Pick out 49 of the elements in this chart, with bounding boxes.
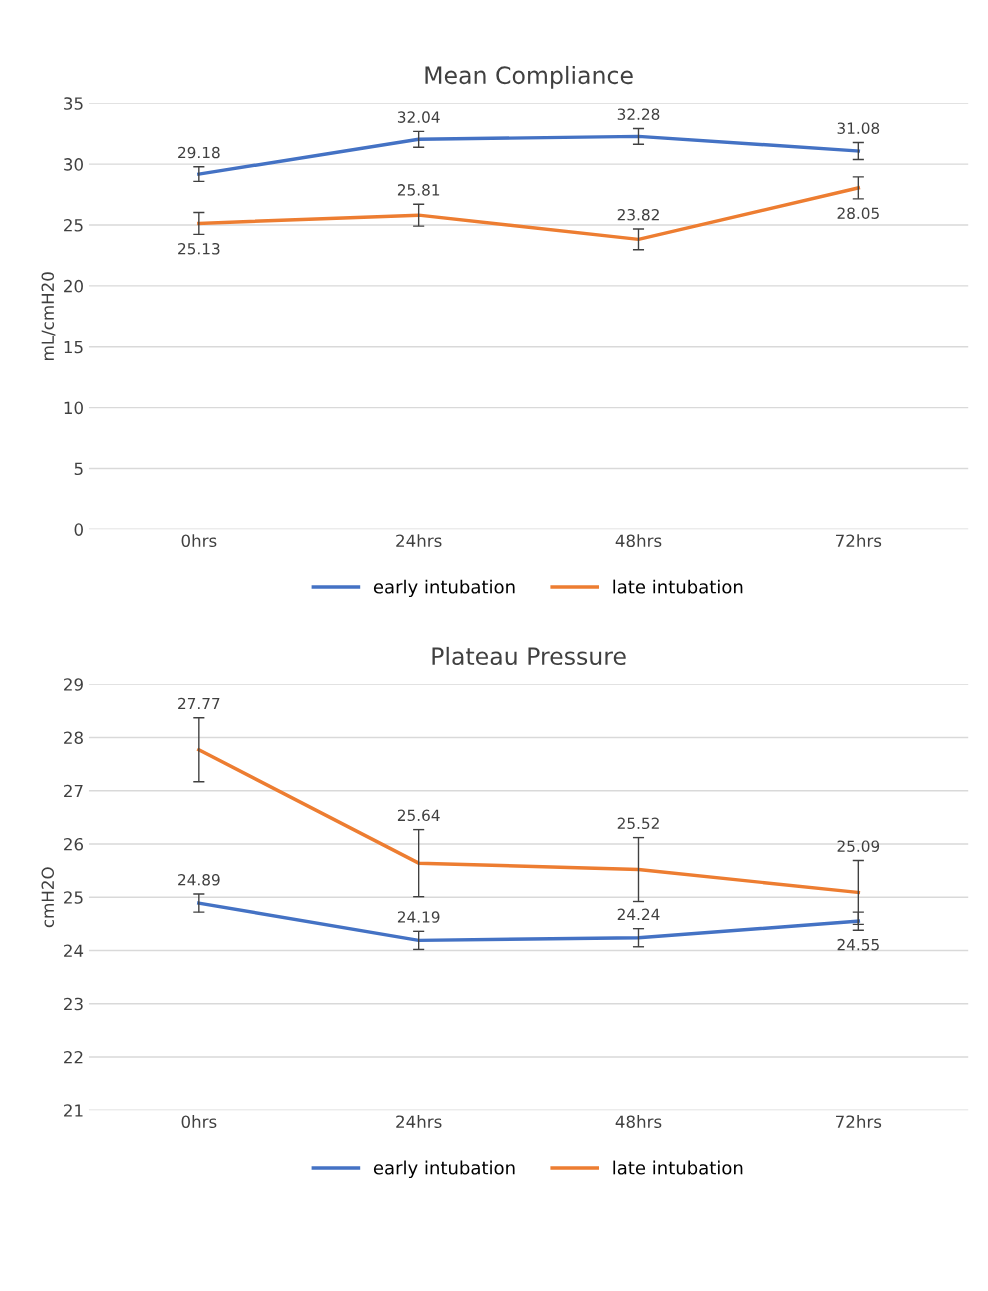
legend-label: late intubation [613,1160,743,1175]
chart-title: Mean Compliance [425,65,633,89]
data-label: 23.82 [617,208,659,221]
y-tick-label: 22 [64,1050,83,1064]
y-tick-label: 23 [64,997,83,1011]
data-label: 31.08 [837,122,880,134]
data-label: 24.89 [178,873,220,886]
y-tick-label: 20 [64,279,83,293]
x-tick-label: 24hrs [396,1115,442,1129]
legend-label: early intubation [373,1160,515,1179]
legend-label: early intubation [373,579,515,598]
y-axis-title: cmH2O [41,867,55,928]
x-tick-label: 0hrs [181,1115,217,1129]
y-tick-label: 5 [74,462,83,476]
data-label: 25.52 [617,817,659,830]
data-label: 25.64 [397,809,440,822]
y-tick-label: 25 [64,891,83,904]
y-axis-title: mL/cmH20 [41,272,56,360]
data-label: 28.05 [837,207,879,219]
y-tick-label: 29 [64,678,83,691]
data-label: 25.13 [178,242,220,255]
data-label: 32.04 [397,111,440,123]
y-tick-label: 35 [64,97,83,110]
y-tick-label: 21 [64,1104,83,1117]
x-tick-label: 48hrs [615,534,662,548]
y-tick-label: 25 [64,218,83,232]
y-tick-label: 28 [64,731,83,745]
data-label: 29.18 [178,146,220,159]
data-label: 25.81 [397,184,440,196]
data-label: 27.77 [178,697,220,710]
x-tick-label: 48hrs [615,1115,662,1129]
y-tick-label: 0 [74,523,83,536]
data-label: 24.55 [837,938,879,951]
y-tick-label: 30 [64,158,83,171]
legend-label: late intubation [613,579,743,594]
y-tick-label: 26 [64,837,84,851]
x-tick-label: 72hrs [836,534,882,548]
y-tick-label: 10 [64,401,83,415]
y-tick-label: 24 [64,944,84,957]
data-label: 24.24 [617,908,660,920]
chart-title: Plateau Pressure [432,646,626,666]
x-tick-label: 72hrs [836,1115,882,1129]
y-tick-label: 15 [64,340,83,354]
data-label: 25.09 [837,840,880,852]
data-label: 24.19 [397,911,440,923]
x-tick-label: 0hrs [181,534,217,548]
x-tick-label: 24hrs [396,534,442,548]
y-tick-label: 27 [64,784,83,798]
data-label: 32.28 [617,108,660,120]
